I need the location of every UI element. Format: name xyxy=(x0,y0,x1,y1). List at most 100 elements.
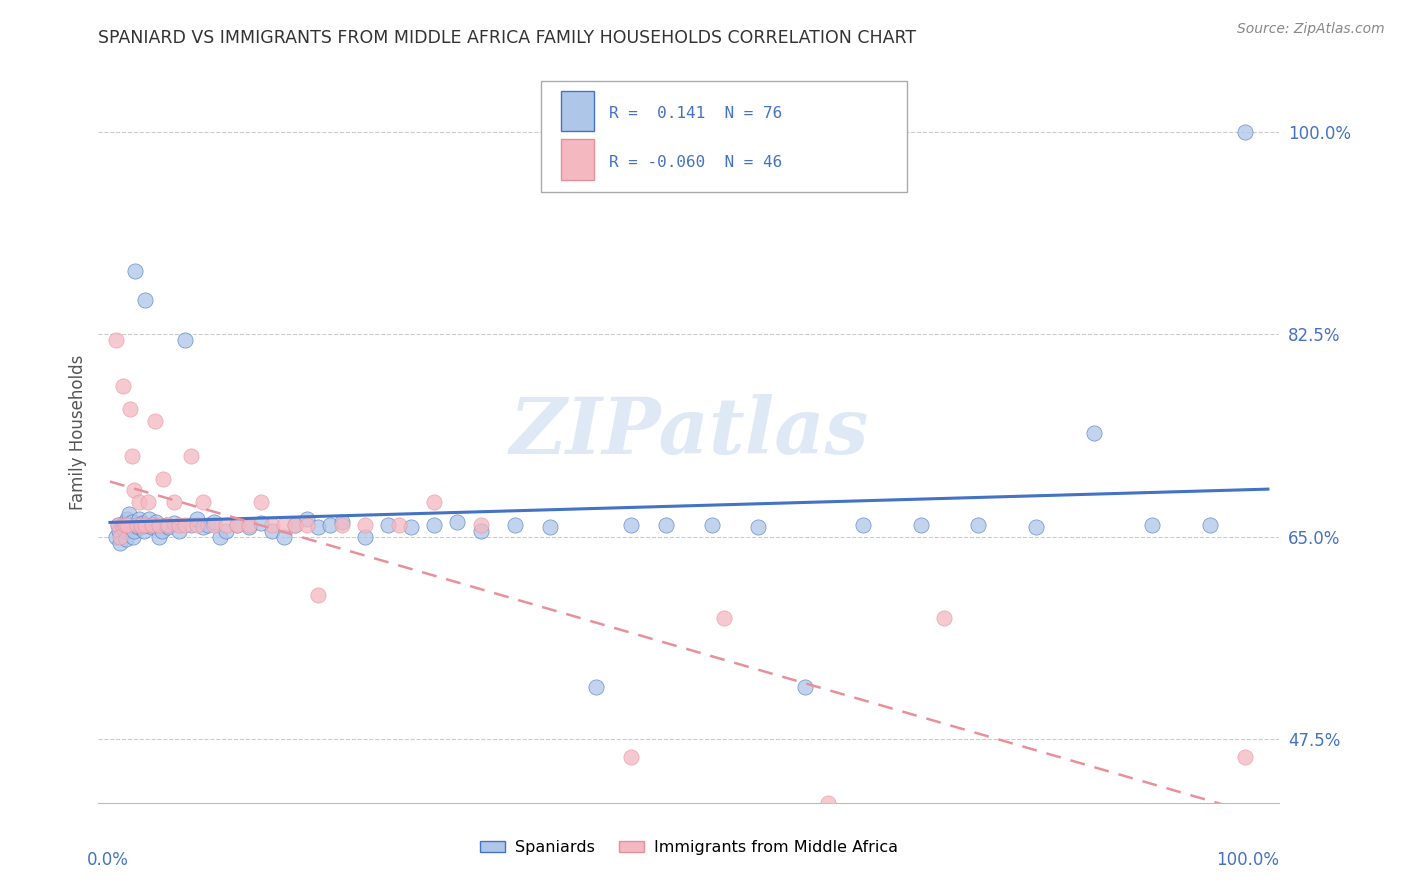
Point xyxy=(148,518,170,533)
Point xyxy=(388,518,411,533)
Point xyxy=(238,518,260,533)
Point xyxy=(156,520,179,534)
Point xyxy=(136,495,159,509)
Point xyxy=(115,532,138,546)
Text: R = -0.060  N = 46: R = -0.060 N = 46 xyxy=(609,155,782,169)
Point xyxy=(470,518,492,533)
Point xyxy=(262,524,284,538)
Point xyxy=(655,518,678,533)
Point xyxy=(118,520,141,534)
Point xyxy=(262,518,284,533)
Point xyxy=(538,819,561,833)
Point xyxy=(186,512,208,526)
Point xyxy=(117,512,139,526)
Point xyxy=(967,518,990,533)
Point xyxy=(1233,749,1256,764)
Point xyxy=(330,515,353,529)
Point xyxy=(152,472,174,486)
Point xyxy=(446,515,468,529)
Point xyxy=(226,518,249,533)
Point xyxy=(330,518,353,533)
Point xyxy=(1083,425,1105,440)
Point xyxy=(423,495,446,509)
Bar xyxy=(561,139,595,180)
Point xyxy=(111,379,134,393)
Point xyxy=(713,611,735,625)
Text: 100.0%: 100.0% xyxy=(1216,851,1279,869)
Point xyxy=(295,518,318,533)
Point xyxy=(122,530,145,544)
Point xyxy=(538,520,561,534)
Point xyxy=(128,512,150,526)
Point xyxy=(197,518,219,533)
Point xyxy=(238,520,260,534)
Point xyxy=(202,518,225,533)
Point xyxy=(110,535,132,549)
Point xyxy=(284,518,307,533)
Point xyxy=(1233,125,1256,139)
Point xyxy=(111,520,134,534)
Point xyxy=(117,507,139,521)
Point xyxy=(273,518,295,533)
Point xyxy=(226,518,249,533)
Point xyxy=(118,402,141,417)
Point xyxy=(121,515,143,529)
Point xyxy=(1199,518,1222,533)
Point xyxy=(150,524,173,538)
Point xyxy=(191,520,214,534)
Text: R =  0.141  N = 76: R = 0.141 N = 76 xyxy=(609,106,782,121)
Point xyxy=(319,518,342,533)
Point xyxy=(249,516,271,530)
Point xyxy=(215,518,238,533)
Point xyxy=(155,518,177,533)
Point xyxy=(120,518,142,533)
Point xyxy=(700,518,723,533)
Point xyxy=(112,516,135,530)
Point xyxy=(138,512,160,526)
Text: SPANIARD VS IMMIGRANTS FROM MIDDLE AFRICA FAMILY HOUSEHOLDS CORRELATION CHART: SPANIARD VS IMMIGRANTS FROM MIDDLE AFRIC… xyxy=(98,29,917,47)
Point xyxy=(180,449,202,463)
Point xyxy=(134,293,156,307)
Point xyxy=(124,263,146,277)
Point xyxy=(910,518,932,533)
Point xyxy=(104,530,127,544)
Point xyxy=(129,520,152,534)
Point xyxy=(110,518,132,533)
Point xyxy=(249,495,271,509)
Point xyxy=(1025,520,1047,534)
Point xyxy=(817,796,839,810)
Point xyxy=(169,518,191,533)
Point xyxy=(353,518,375,533)
Point xyxy=(169,524,191,538)
Point xyxy=(202,515,225,529)
Point xyxy=(107,518,129,533)
Point xyxy=(128,495,150,509)
Point xyxy=(163,516,186,530)
Point xyxy=(104,333,127,347)
Point xyxy=(1140,518,1163,533)
Point xyxy=(191,495,214,509)
Point xyxy=(932,611,955,625)
Point xyxy=(284,518,307,533)
Y-axis label: Family Households: Family Households xyxy=(69,355,87,510)
Point xyxy=(180,518,202,533)
FancyBboxPatch shape xyxy=(541,81,907,192)
Point xyxy=(208,530,231,544)
Bar xyxy=(561,91,595,131)
Point xyxy=(295,512,318,526)
Point xyxy=(747,520,769,534)
Point xyxy=(131,516,153,530)
Point xyxy=(399,520,422,534)
Point xyxy=(585,680,607,694)
Point xyxy=(136,518,159,533)
Point xyxy=(273,530,295,544)
Point xyxy=(117,518,139,533)
Point xyxy=(186,518,208,533)
Point xyxy=(353,530,375,544)
Point xyxy=(132,524,155,538)
Point xyxy=(108,524,131,538)
Point xyxy=(503,518,526,533)
Point xyxy=(110,530,132,544)
Point xyxy=(114,518,136,533)
Point xyxy=(143,414,166,428)
